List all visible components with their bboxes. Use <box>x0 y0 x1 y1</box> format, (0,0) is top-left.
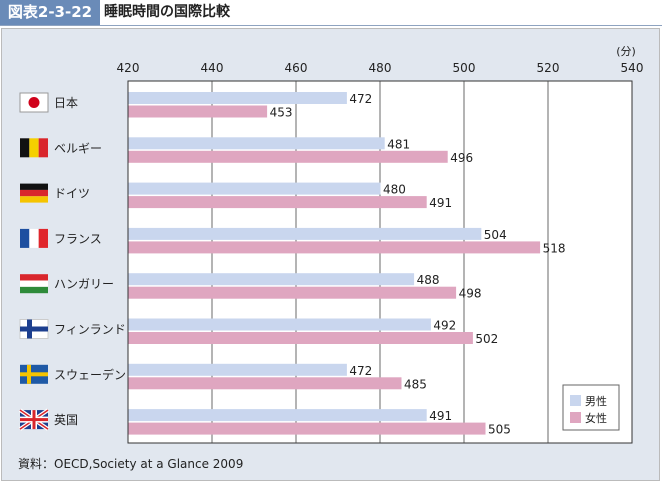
x-tick-label: 420 <box>117 61 140 75</box>
category-label: ドイツ <box>54 187 90 201</box>
chart-panel: 420 440 460 480 500 520 540 (分) 日本 472 453 ベルギー 481 4… <box>1 28 660 481</box>
data-label: 492 <box>433 319 456 333</box>
data-label: 488 <box>417 273 440 287</box>
figure-label: 図表2-3-22 <box>0 0 100 25</box>
category-label: フィンランド <box>54 323 126 337</box>
category-label: 英国 <box>54 413 78 427</box>
hungary-flag-icon <box>20 274 48 294</box>
legend-label: 女性 <box>585 411 607 425</box>
uk-flag-icon <box>18 408 50 431</box>
data-label: 496 <box>450 151 473 165</box>
legend-swatch <box>570 395 581 406</box>
category-label: スウェーデン <box>54 367 126 382</box>
female-bar <box>128 377 402 390</box>
data-label: 453 <box>270 106 293 120</box>
category-label: ハンガリー <box>54 277 114 291</box>
category-label: フランス <box>54 232 102 246</box>
france-flag-icon <box>20 228 48 248</box>
data-label: 472 <box>349 364 372 378</box>
male-bar <box>128 227 482 240</box>
category-label: 日本 <box>54 96 78 110</box>
male-bar <box>128 273 415 286</box>
x-tick-label: 460 <box>285 61 308 75</box>
chart-title: 睡眠時間の国際比較 <box>104 4 230 20</box>
data-label: 480 <box>383 183 406 197</box>
finland-flag-icon <box>19 319 49 339</box>
female-bar <box>128 286 457 299</box>
data-label: 504 <box>484 228 507 242</box>
data-label: 485 <box>404 377 427 391</box>
data-label: 491 <box>429 196 452 210</box>
male-bar <box>128 409 427 422</box>
source-note: 資料：OECD,Society at a Glance 2009 <box>18 457 244 471</box>
data-label: 481 <box>387 137 410 151</box>
category-label: ベルギー <box>54 141 102 155</box>
x-tick-label: 520 <box>537 61 560 75</box>
data-label: 472 <box>349 92 372 106</box>
female-bar <box>128 196 427 209</box>
japan-flag-icon <box>19 92 49 113</box>
bar-chart: 420 440 460 480 500 520 540 (分) 日本 472 453 ベルギー 481 4… <box>18 45 644 444</box>
data-label: 502 <box>475 332 498 346</box>
x-tick-label: 440 <box>201 61 224 75</box>
unit-label: (分) <box>616 45 636 58</box>
legend-label: 男性 <box>585 394 607 408</box>
legend-swatch <box>570 412 581 423</box>
x-tick-label: 480 <box>369 61 392 75</box>
female-bar <box>128 422 486 435</box>
female-bar <box>128 332 473 344</box>
x-tick-label: 500 <box>453 61 476 75</box>
belgium-flag-icon <box>20 138 48 158</box>
male-bar <box>128 92 347 104</box>
data-label: 491 <box>429 409 452 423</box>
male-bar <box>128 363 347 376</box>
data-label: 498 <box>459 287 482 301</box>
data-label: 505 <box>488 423 511 437</box>
female-bar <box>128 150 448 163</box>
header: 図表2-3-22 睡眠時間の国際比較 <box>0 0 662 26</box>
female-bar <box>128 241 541 254</box>
female-bar <box>128 105 268 118</box>
data-label: 518 <box>543 241 566 255</box>
germany-flag-icon <box>20 183 48 203</box>
x-tick-label: 540 <box>621 61 644 75</box>
male-bar <box>128 318 431 331</box>
sweden-flag-icon <box>20 364 48 384</box>
male-bar <box>128 182 381 195</box>
male-bar <box>128 137 385 150</box>
